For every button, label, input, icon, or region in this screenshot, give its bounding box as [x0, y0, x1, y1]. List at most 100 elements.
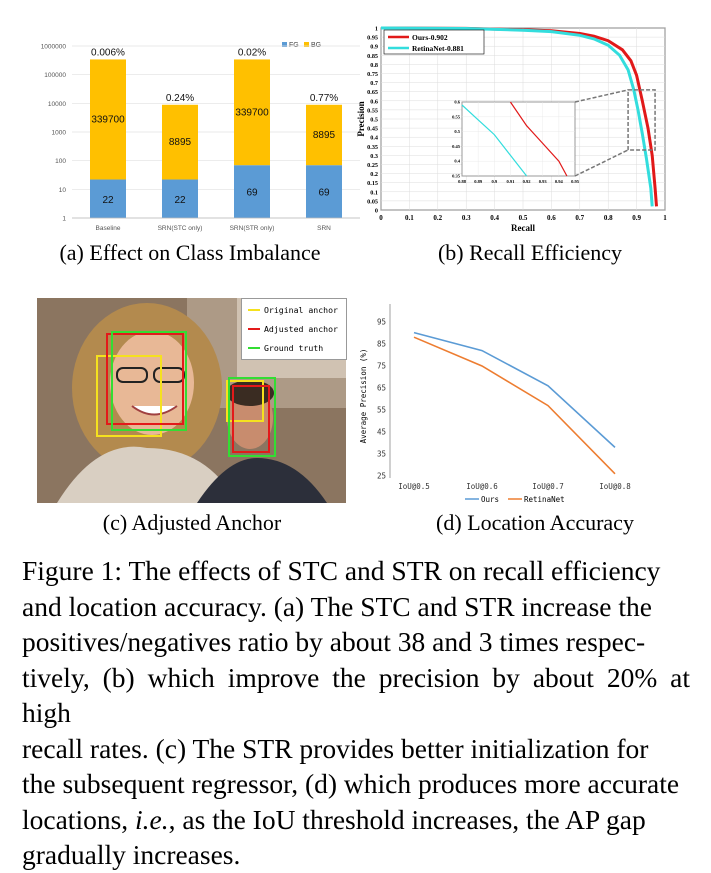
y-tick-label: 10: [59, 187, 67, 194]
y-tick-label: 0.55: [367, 107, 378, 114]
y-tick-label: 100000: [44, 72, 66, 79]
data-label-bg: 8895: [313, 130, 336, 141]
panel-d-y-axis: 95 85 75 65 55 45 35 25: [377, 318, 386, 481]
x-tick-label: SRN(STR only): [230, 225, 275, 232]
caption-line: the subsequent regressor, (d) which prod…: [22, 768, 680, 799]
caption-line: positives/negatives ratio by about 38 an…: [22, 626, 646, 657]
y-tick-label: 0.65: [367, 89, 378, 96]
panel-a-bars: 22 339700 0.006% 22 8895 0.24% 69 339700 0.02% 69…: [90, 47, 342, 218]
data-label-fg: 69: [246, 188, 258, 199]
y-tick-label: 0.95: [367, 35, 378, 42]
data-label-bg: 339700: [91, 114, 125, 125]
y-tick-label: 0.8: [370, 62, 378, 69]
inset-y-tick: 0.5: [454, 129, 460, 134]
y-tick-label: 0.85: [367, 53, 378, 60]
legend-swatch-bg: [304, 42, 309, 47]
legend-swatch-fg: [282, 42, 287, 47]
caption-line: gradually increases.: [22, 839, 241, 870]
x-tick-label: 0.6: [547, 214, 556, 222]
data-label-ratio: 0.02%: [238, 47, 266, 58]
bar-bg: [162, 104, 198, 180]
y-tick-label: 0: [375, 208, 378, 215]
bar-fg: [162, 179, 198, 218]
zoom-region-box: [627, 89, 656, 151]
inset-y-tick: 0.6: [454, 100, 460, 105]
y-tick-label: 85: [377, 340, 386, 349]
panel-d-lines: [413, 331, 616, 475]
data-label-ratio: 0.24%: [166, 93, 194, 104]
inset-x-tick: 0.94: [555, 179, 564, 184]
woman-face: [110, 331, 194, 435]
y-tick-label: 0.9: [370, 44, 378, 51]
legend-label-retinanet: RetinaNet-0.881: [412, 44, 464, 53]
caption-line: locations, i.e., as the IoU threshold in…: [22, 802, 690, 838]
y-tick-label: 0.3: [370, 153, 378, 160]
line-retinanet: [413, 336, 616, 475]
bar-bg: [234, 59, 270, 166]
y-tick-label: 0.05: [367, 198, 378, 205]
x-tick-label: 1: [663, 214, 667, 222]
panel-d-x-axis: IoU@0.5 IoU@0.6 IoU@0.7 IoU@0.8: [398, 482, 631, 491]
x-tick-label: 0.1: [405, 214, 414, 222]
data-label-fg: 22: [174, 195, 186, 206]
x-tick-label: 0.9: [632, 214, 641, 222]
bar-fg: [306, 165, 342, 218]
y-tick-label: 1: [375, 26, 378, 33]
x-tick-label: 0.2: [433, 214, 442, 222]
y-tick-label: 55: [377, 406, 386, 415]
y-tick-label: 25: [377, 472, 386, 481]
original-anchor-box-2: [226, 380, 264, 422]
bar-fg: [90, 179, 126, 218]
man-suit: [197, 458, 327, 503]
y-tick-label: 0.75: [367, 71, 378, 78]
panel-a-legend: FG BG: [282, 42, 321, 49]
legend-label-adjusted: Adjusted anchor: [264, 324, 338, 334]
inset-y-tick: 0.45: [452, 144, 461, 149]
y-tick-label: 0.35: [367, 144, 378, 151]
y-tick-label: 0.1: [370, 189, 378, 196]
x-tick-label: Baseline: [96, 225, 121, 232]
y-tick-label: 75: [377, 362, 386, 371]
y-tick-label: 0.25: [367, 162, 378, 169]
inset-y-tick: 0.4: [454, 159, 460, 164]
y-tick-label: 1000: [52, 130, 67, 137]
bar-bg: [306, 104, 342, 166]
inset-x-tick: 0.89: [474, 179, 483, 184]
x-tick-label: IoU@0.6: [466, 482, 498, 491]
y-tick-label: 0.7: [370, 80, 378, 87]
panel-a-chart: FG BG 1000000 100000 10000 1000 100 10 1 22 3397…: [41, 42, 360, 232]
inset-y-tick: 0.55: [452, 114, 461, 119]
y-tick-label: 0.45: [367, 126, 378, 133]
data-label-ratio: 0.77%: [310, 93, 338, 104]
inset-x-tick: 0.92: [523, 179, 532, 184]
data-label-bg: 339700: [235, 107, 269, 118]
x-tick-label: 0.4: [490, 214, 499, 222]
panel-b-chart: 0 0.1 0.2 0.3 0.4 0.5 0.6 0.7 0.8 0.9 100.050.10.1…: [357, 26, 667, 234]
bar-bg: [90, 59, 126, 180]
y-tick-label: 35: [377, 450, 386, 459]
data-label-bg: 8895: [169, 137, 192, 148]
panel-c-caption: (c) Adjusted Anchor: [102, 510, 282, 535]
legend-label-ours: Ours-0.902: [412, 33, 448, 42]
data-label-fg: 22: [102, 195, 114, 206]
y-tick-label: 0.15: [367, 180, 378, 187]
inset-x-tick: 0.91: [506, 179, 515, 184]
panel-b-legend: Ours-0.902 RetinaNet-0.881: [383, 29, 485, 55]
panel-d-caption: (d) Location Accuracy: [436, 510, 634, 535]
woman-shirt: [57, 446, 237, 503]
y-tick-label: 0.5: [370, 117, 378, 124]
panel-a-x-axis: Baseline SRN(STC only) SRN(STR only) SRN: [72, 217, 360, 232]
inset-x-tick: 0.88: [458, 179, 467, 184]
panel-b-axes: 0 0.1 0.2 0.3 0.4 0.5 0.6 0.7 0.8 0.9 100.050.10.1…: [367, 26, 667, 223]
legend-label-bg: BG: [311, 42, 321, 49]
x-tick-label: SRN: [317, 225, 331, 232]
legend-label-ground-truth: Ground truth: [264, 343, 323, 353]
inset-y-tick: 0.35: [452, 174, 461, 179]
glasses-icon: [116, 367, 148, 383]
data-label-fg: 69: [318, 188, 330, 199]
zoom-connector: [574, 89, 629, 103]
x-tick-label: 0: [379, 214, 383, 222]
adjusted-anchor-box-2: [232, 385, 270, 453]
y-tick-label: 100: [55, 158, 66, 165]
